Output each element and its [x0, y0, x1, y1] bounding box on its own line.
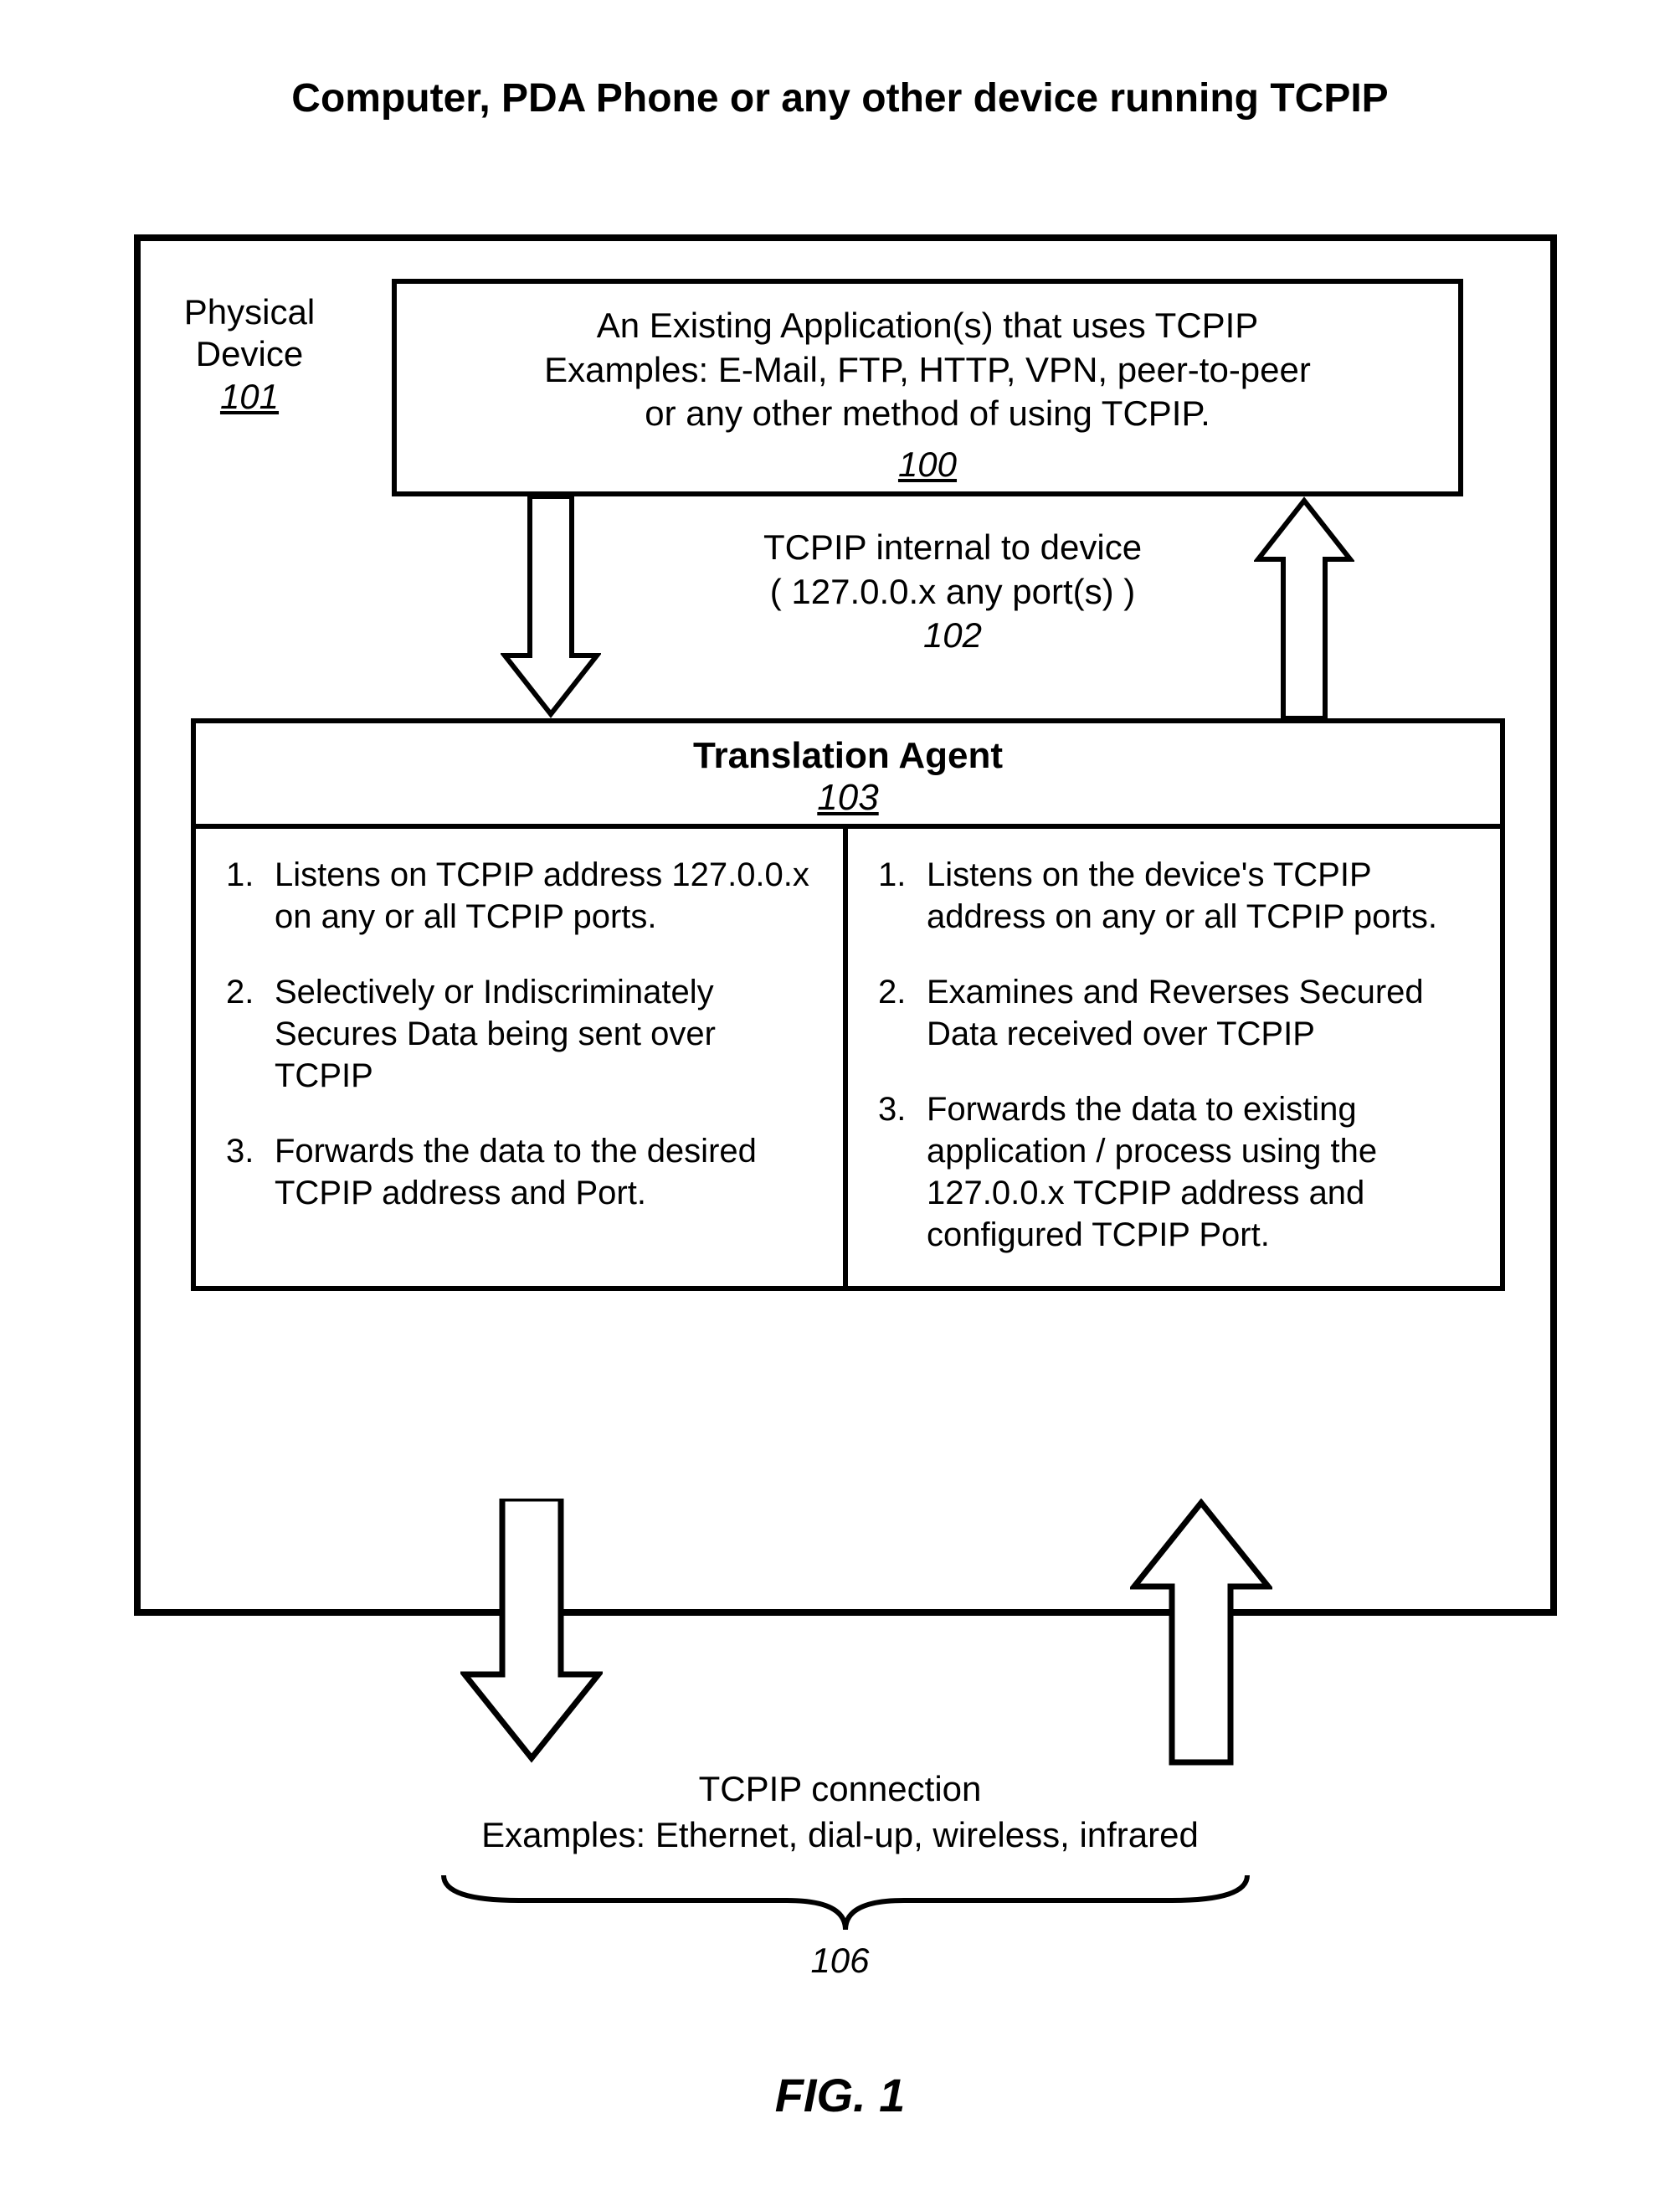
physical-device-label: Physical Device 101	[166, 291, 333, 418]
arrow-up-icon	[1254, 496, 1354, 722]
left-step: Forwards the data to the desired TCPIP a…	[226, 1130, 818, 1214]
app-line1: An Existing Application(s) that uses TCP…	[597, 306, 1259, 345]
internal-connection-label: TCPIP internal to device ( 127.0.0.x any…	[660, 526, 1246, 658]
page-title: Computer, PDA Phone or any other device …	[0, 75, 1680, 121]
external-connection-label: TCPIP connection Examples: Ethernet, dia…	[0, 1766, 1680, 1858]
app-line3: or any other method of using TCPIP.	[645, 393, 1210, 433]
figure-label: FIG. 1	[0, 2068, 1680, 2122]
internal-line2: ( 127.0.0.x any port(s) )	[770, 572, 1136, 611]
internal-ref: 102	[923, 615, 982, 655]
translation-left-column: Listens on TCPIP address 127.0.0.x on an…	[196, 829, 848, 1286]
translation-agent-ref: 103	[196, 777, 1500, 819]
translation-right-column: Listens on the device's TCPIP address on…	[848, 829, 1500, 1286]
brace-icon	[435, 1867, 1256, 1934]
app-ref: 100	[422, 443, 1433, 487]
arrow-down-icon	[501, 496, 601, 722]
application-box: An Existing Application(s) that uses TCP…	[392, 279, 1463, 496]
left-step: Listens on TCPIP address 127.0.0.x on an…	[226, 854, 818, 938]
right-step: Forwards the data to existing applicatio…	[878, 1088, 1475, 1256]
app-line2: Examples: E-Mail, FTP, HTTP, VPN, peer-t…	[544, 350, 1311, 389]
external-line2: Examples: Ethernet, dial-up, wireless, i…	[481, 1815, 1199, 1854]
external-line1: TCPIP connection	[699, 1769, 982, 1808]
arrow-down-big-icon	[460, 1499, 603, 1766]
internal-line1: TCPIP internal to device	[763, 527, 1142, 567]
right-step: Listens on the device's TCPIP address on…	[878, 854, 1475, 938]
physical-device-line2: Device	[196, 334, 303, 373]
physical-device-ref: 101	[220, 377, 279, 416]
translation-agent-header: Translation Agent 103	[196, 723, 1500, 829]
physical-device-line1: Physical	[184, 292, 315, 332]
left-step: Selectively or Indiscriminately Secures …	[226, 971, 818, 1097]
right-step: Examines and Reverses Secured Data recei…	[878, 971, 1475, 1055]
physical-device-box: Physical Device 101 An Existing Applicat…	[134, 234, 1557, 1616]
arrow-up-big-icon	[1130, 1499, 1272, 1766]
translation-agent-title: Translation Agent	[693, 735, 1003, 776]
external-ref: 106	[0, 1941, 1680, 1981]
translation-agent-box: Translation Agent 103 Listens on TCPIP a…	[191, 718, 1505, 1291]
